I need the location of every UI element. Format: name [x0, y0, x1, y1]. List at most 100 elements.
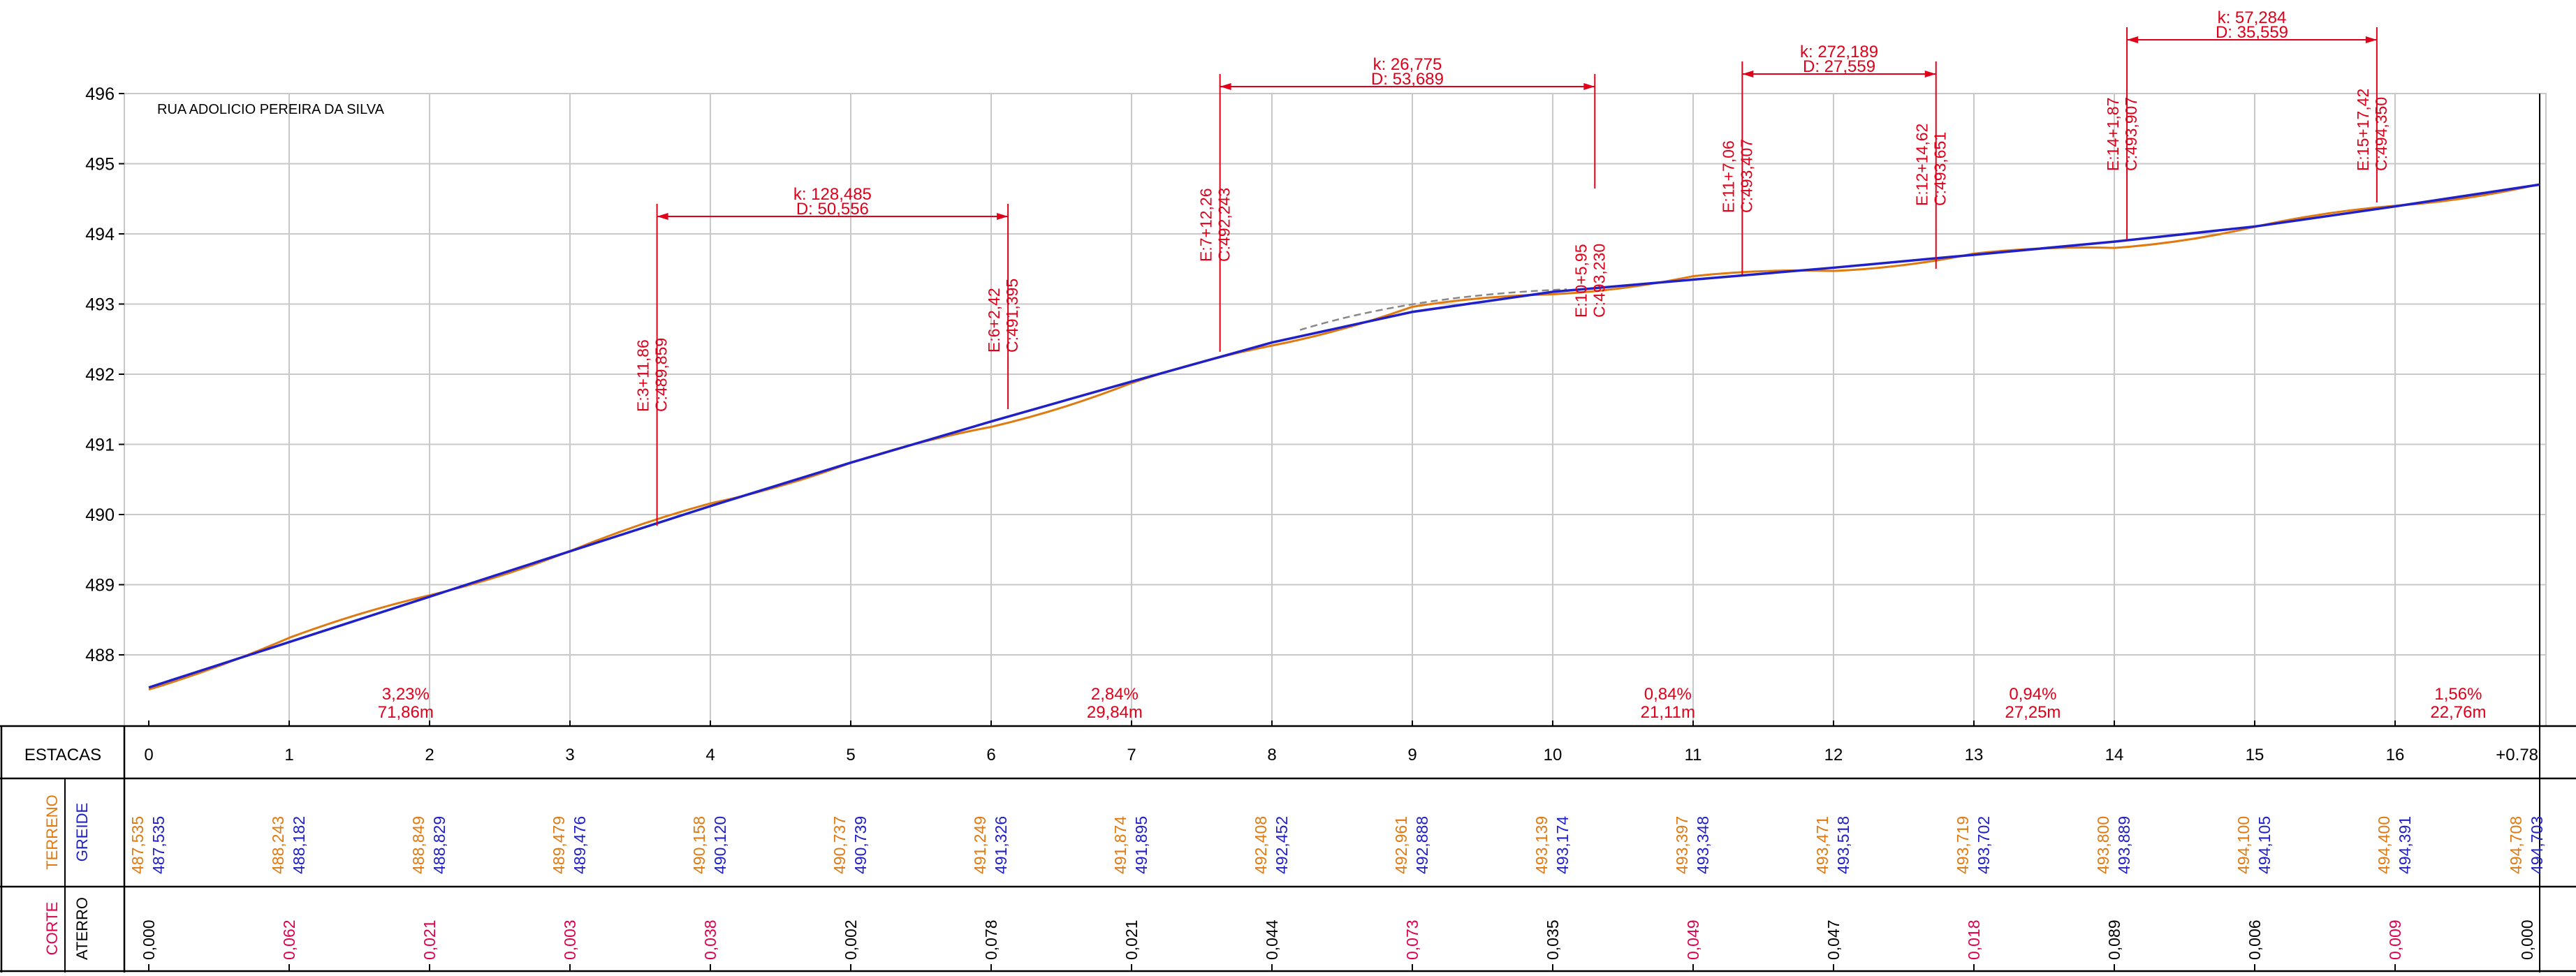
curve-d-label: D: 50,556 — [796, 200, 869, 219]
station-label: 8 — [1267, 746, 1276, 764]
arrow-left — [2127, 36, 2139, 43]
terreno-value: 493,719 — [1954, 816, 1972, 874]
arrow-left — [1742, 71, 1754, 77]
arrow-right — [997, 213, 1009, 220]
greide-value: 493,174 — [1553, 816, 1572, 874]
station-label: 2 — [425, 746, 434, 764]
grade-percent: 3,23% — [382, 685, 430, 704]
grade-percent: 2,84% — [1091, 685, 1139, 704]
terreno-value: 493,471 — [1813, 816, 1831, 874]
pvt-cota-label: C:493,230 — [1590, 244, 1608, 318]
curve-d-label: D: 53,689 — [1371, 70, 1444, 89]
grade-labels: 3,23%71,86m 2,84%29,84m 0,84%21,11m 0,94%27… — [378, 685, 2487, 722]
terreno-value: 493,800 — [2094, 816, 2112, 874]
arrow-right — [1924, 71, 1936, 77]
curve-k-label: k: 26,775 — [1373, 55, 1442, 74]
greide-value: 490,739 — [851, 816, 870, 874]
pvt-station-label: E:12+14,62 — [1913, 124, 1931, 206]
cut-fill-value: 0,009 — [2386, 919, 2404, 960]
pvt-station-label: E:15+17,42 — [2354, 89, 2372, 171]
terreno-value: 491,249 — [971, 816, 989, 874]
station-label: 5 — [846, 746, 855, 764]
cut-fill-value: 0,044 — [1263, 919, 1281, 960]
station-label: 16 — [2386, 746, 2405, 764]
pvc-station-label: E:11+7,06 — [1719, 140, 1737, 213]
curve-k-label: k: 57,284 — [2218, 8, 2287, 27]
cut-fill-value: 0,073 — [1403, 919, 1421, 960]
cut-fill-value: 0,003 — [561, 919, 579, 960]
arrow-left — [1220, 83, 1231, 90]
terreno-label: TERRENO — [43, 794, 61, 870]
station-label: 9 — [1407, 746, 1417, 764]
cut-fill-value: 0,021 — [1122, 919, 1141, 960]
cut-fill-value: 0,000 — [140, 919, 158, 960]
terreno-value: 494,400 — [2375, 816, 2393, 874]
greide-value: 493,889 — [2115, 816, 2133, 874]
station-label: 4 — [705, 746, 715, 764]
station-label: 12 — [1824, 746, 1843, 764]
greide-line — [148, 183, 2540, 689]
y-tick-label: 489 — [85, 576, 115, 596]
arrow-right — [1583, 83, 1595, 90]
cut-fill-value: 0,089 — [2105, 919, 2123, 960]
pvt-station-label: E:10+5,95 — [1572, 244, 1590, 318]
y-tick-label: 492 — [85, 365, 115, 385]
terreno-value: 490,158 — [690, 816, 708, 874]
cut-fill-value: 0,006 — [2246, 919, 2264, 960]
y-tick-label: 488 — [85, 646, 115, 665]
grade-percent: 0,94% — [2009, 685, 2056, 704]
pvc-cota-label: C:493,407 — [1737, 139, 1755, 213]
grade-length: 71,86m — [378, 703, 434, 722]
curve-k-label: k: 128,485 — [793, 185, 872, 204]
greide-value: 494,391 — [2396, 816, 2414, 874]
pvt-cota-label: C:491,395 — [1003, 279, 1021, 353]
station-label: 11 — [1685, 746, 1702, 764]
greide-value: 487,535 — [149, 816, 168, 874]
station-label: 13 — [1965, 746, 1984, 764]
station-label: 10 — [1544, 746, 1563, 764]
grade-length: 29,84m — [1087, 703, 1143, 722]
pvc-station-label: E:3+11,86 — [634, 339, 652, 412]
terreno-value: 490,737 — [830, 816, 849, 874]
terreno-value: 488,849 — [409, 816, 427, 874]
terreno-value: 488,243 — [269, 816, 287, 874]
y-tick-label: 491 — [85, 436, 115, 455]
station-label: 0 — [144, 746, 153, 764]
curve-d-label: D: 27,559 — [1803, 57, 1875, 76]
grade-percent: 1,56% — [2434, 685, 2482, 704]
terreno-value: 492,961 — [1392, 816, 1410, 874]
greide-value: 493,702 — [1975, 816, 1993, 874]
existing-grade-dashed — [1299, 288, 1567, 331]
station-label: 3 — [565, 746, 574, 764]
grade-length: 21,11m — [1641, 703, 1695, 722]
cut-fill-value: 0,000 — [2518, 919, 2536, 960]
curve-d-label: D: 35,559 — [2216, 23, 2288, 42]
pvt-cota-label: C:494,350 — [2372, 97, 2390, 171]
terreno-value: 493,139 — [1532, 816, 1551, 874]
greide-label: GREIDE — [73, 803, 91, 862]
plot-frame — [124, 93, 2547, 727]
station-label: 15 — [2246, 746, 2264, 764]
estacas-label: ESTACAS — [24, 746, 101, 764]
pvc-cota-label: C:492,243 — [1215, 188, 1234, 262]
greide-value: 492,452 — [1273, 816, 1291, 874]
cut-fill-value: 0,049 — [1684, 919, 1702, 960]
station-label: 14 — [2105, 746, 2124, 764]
corte-label: CORTE — [43, 902, 61, 956]
station-label: 1 — [284, 746, 293, 764]
greide-value: 494,105 — [2255, 816, 2274, 874]
station-label: +0.78 — [2496, 746, 2538, 764]
cut-fill-value: 0,002 — [842, 919, 860, 960]
y-tick-label: 490 — [85, 505, 115, 525]
greide-value: 491,326 — [992, 816, 1010, 874]
arrow-right — [2365, 36, 2377, 43]
pvc-cota-label: C:489,859 — [652, 338, 671, 412]
cut-fill-value: 0,038 — [701, 919, 719, 960]
